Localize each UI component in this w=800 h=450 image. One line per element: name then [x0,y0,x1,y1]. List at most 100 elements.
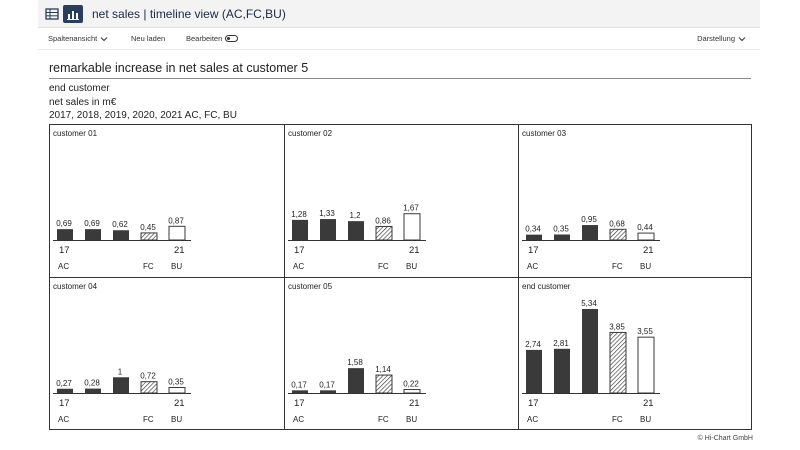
scenario-label-ac: AC [527,262,538,271]
data-label: 1,28 [291,210,307,219]
ac-bar [554,348,570,393]
scenario-label-bu: BU [406,415,417,424]
data-label: 5,34 [581,299,597,308]
fc-bar [609,331,627,394]
data-label: 0,27 [56,379,72,388]
scenario-label-ac: AC [293,415,304,424]
data-label: 0,22 [403,380,419,389]
ac-bar [320,219,336,240]
edit-label: Bearbeiten [186,34,223,43]
data-label: 0,17 [319,380,335,389]
report-measure: net sales in m€ [49,97,117,108]
year-label-last: 21 [174,398,185,409]
table-icon[interactable] [42,5,62,23]
ac-bar [57,229,73,240]
chart-title: customer 03 [522,129,567,138]
fc-bar [140,232,158,241]
small-multiples-grid: customer 01 0,69 0,69 0,62 0,45 0,87 17 21 AC FC B… [49,124,752,430]
data-label: 0,87 [168,216,184,225]
chart-title: customer 04 [53,282,98,291]
data-label: 0,35 [553,224,569,233]
report-headline: remarkable increase in net sales at cust… [49,61,309,75]
report-window: net sales | timeline view (AC,FC,BU) Spa… [38,0,760,450]
ac-bar [113,230,129,240]
bu-bar [403,389,421,394]
toolbar: Spaltenansicht Neu laden Bearbeiten Dars… [38,28,760,50]
data-label: 1,67 [403,204,419,213]
display-label: Darstellung [697,34,735,43]
data-label: 0,17 [291,380,307,389]
data-label: 0,45 [140,223,156,232]
bu-bar [637,336,655,394]
bu-bar [168,386,186,394]
data-label: 1,2 [349,211,361,220]
data-label: 2,74 [525,340,541,349]
reload-label: Neu laden [131,34,166,43]
ac-bar [85,388,101,393]
data-label: 3,85 [609,322,625,331]
year-label-first: 17 [528,398,539,409]
chart-panel: customer 01 0,69 0,69 0,62 0,45 0,87 17 21 AC FC B… [50,125,284,277]
scenario-label-ac: AC [527,415,538,424]
bar-chart: 0,27 0,28 1 0,72 0,35 17 21 AC FC BU [53,367,191,424]
year-label-last: 21 [409,398,420,409]
ac-bar [292,390,308,393]
data-label: 0,69 [56,219,72,228]
data-label: 0,72 [140,372,156,381]
chart-panel: end customer 2,74 2,81 5,34 3,85 3,55 17 21 AC FC… [518,277,752,429]
chevron-down-icon [738,36,746,41]
fc-bar [375,225,393,241]
data-label: 2,81 [553,339,569,348]
bar-chart-icon[interactable] [63,5,83,23]
scenario-label-bu: BU [171,262,182,271]
data-label: 1,33 [319,209,335,218]
year-label-last: 21 [643,398,654,409]
edit-toggle[interactable]: Bearbeiten [186,34,239,43]
data-label: 1 [118,367,123,376]
bu-bar [637,232,655,241]
ac-bar [554,234,570,240]
window-title: net sales | timeline view (AC,FC,BU) [92,7,286,21]
year-label-first: 17 [59,245,70,256]
data-label: 0,44 [637,223,653,232]
fc-bar [609,228,627,241]
data-label: 0,86 [375,216,391,225]
data-label: 0,68 [609,219,625,228]
data-label: 0,69 [84,219,100,228]
ac-bar [348,368,364,393]
chart-panel: customer 04 0,27 0,28 1 0,72 0,35 17 21 AC FC BU [50,277,284,429]
scenario-label-fc: FC [378,415,389,424]
headline-divider [49,78,751,79]
fc-bar [140,381,158,394]
year-label-last: 21 [174,245,185,256]
bar-chart: 0,69 0,69 0,62 0,45 0,87 17 21 AC FC BU [53,216,191,271]
chart-title: customer 01 [53,129,98,138]
scenario-label-ac: AC [293,262,304,271]
column-view-menu[interactable]: Spaltenansicht [48,34,108,43]
toggle-switch-icon[interactable] [225,35,239,42]
title-bar: net sales | timeline view (AC,FC,BU) [38,0,760,28]
year-label-first: 17 [294,398,305,409]
bu-bar [403,213,421,241]
reload-button[interactable]: Neu laden [131,34,165,43]
bar-chart: 0,17 0,17 1,58 1,14 0,22 17 21 AC FC BU [288,358,426,424]
fc-bar [375,374,393,394]
bar-chart: 0,34 0,35 0,95 0,68 0,44 17 21 AC FC BU [522,215,660,271]
report-period: 2017, 2018, 2019, 2020, 2021 AC, FC, BU [49,110,237,121]
ac-bar [85,229,101,240]
data-label: 0,95 [581,215,597,224]
chart-title: customer 02 [288,129,333,138]
year-label-last: 21 [643,245,654,256]
scenario-label-fc: FC [612,415,623,424]
chart-title: customer 05 [288,282,333,291]
data-label: 3,55 [637,327,653,336]
data-label: 0,34 [525,225,541,234]
chart-panel: customer 03 0,34 0,35 0,95 0,68 0,44 17 21 AC FC B… [518,125,752,277]
chart-title: end customer [522,282,571,291]
data-label: 1,14 [375,365,391,374]
scenario-label-fc: FC [612,262,623,271]
display-menu[interactable]: Darstellung [697,34,746,43]
scenario-label-bu: BU [640,262,651,271]
bar-chart: 2,74 2,81 5,34 3,85 3,55 17 21 AC FC BU [522,299,660,424]
scenario-label-bu: BU [640,415,651,424]
